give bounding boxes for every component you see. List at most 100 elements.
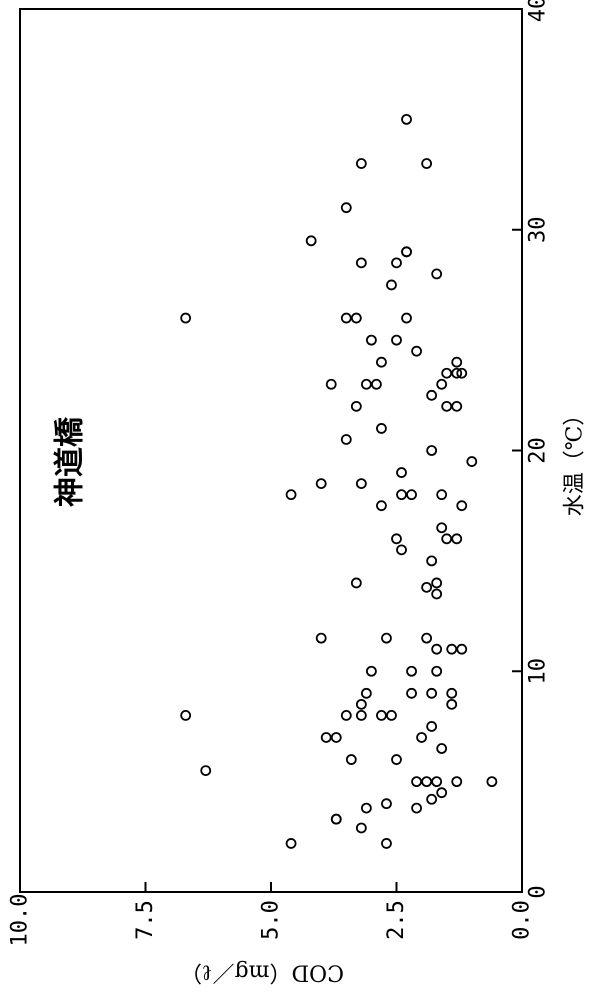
data-point	[426, 555, 438, 567]
data-point	[401, 246, 412, 258]
data-point	[391, 754, 402, 765]
data-point	[411, 345, 422, 357]
data-point	[426, 445, 438, 456]
y-tick-label: 2.5	[384, 900, 409, 940]
data-point	[446, 687, 458, 699]
data-point	[431, 643, 443, 655]
data-point	[396, 467, 407, 478]
data-point	[436, 787, 448, 799]
data-point	[441, 400, 453, 412]
data-point	[350, 577, 362, 589]
y-axis-ticks: 0.0 2.5 5.0 7.5 10.0	[8, 882, 535, 946]
plot-frame	[19, 8, 523, 893]
data-point	[386, 710, 397, 721]
data-point	[345, 754, 357, 765]
data-point	[376, 710, 387, 721]
y-tick-label: 0.0	[510, 900, 535, 940]
data-point	[436, 522, 448, 534]
data-point	[355, 710, 367, 721]
data-point	[421, 581, 433, 593]
data-point	[381, 838, 392, 849]
data-point	[330, 813, 342, 825]
data-point	[436, 489, 448, 501]
x-tick-label: 30	[526, 217, 551, 244]
plot-border	[19, 8, 523, 893]
data-point	[381, 798, 392, 810]
data-point	[200, 765, 212, 776]
data-point	[421, 158, 433, 169]
data-point	[451, 367, 463, 379]
data-point	[451, 356, 463, 368]
data-point	[421, 776, 433, 788]
data-point	[340, 710, 352, 721]
data-point	[355, 822, 367, 834]
data-point	[441, 533, 453, 545]
data-point	[330, 732, 342, 743]
data-point	[401, 113, 412, 125]
y-tick-label: 7.5	[133, 900, 158, 940]
data-point	[411, 776, 422, 788]
data-point	[340, 202, 352, 214]
chart-title: 神道橋	[53, 416, 88, 507]
data-point	[451, 533, 463, 545]
data-point	[360, 687, 372, 699]
data-point	[406, 665, 417, 677]
data-point	[426, 687, 438, 699]
data-point	[355, 478, 367, 490]
data-point	[441, 367, 453, 379]
data-point	[360, 802, 372, 814]
data-point	[396, 489, 407, 501]
data-point	[486, 776, 498, 788]
data-point	[315, 632, 327, 644]
data-point	[431, 588, 443, 600]
data-point	[180, 312, 192, 324]
data-point	[446, 698, 458, 710]
data-point	[431, 776, 443, 788]
y-tick-label: 5.0	[259, 900, 284, 940]
data-point	[431, 577, 443, 589]
data-point	[315, 478, 327, 490]
x-tick-label: 20	[526, 437, 551, 464]
data-point	[285, 489, 297, 501]
data-point	[431, 268, 443, 280]
data-point	[285, 838, 297, 849]
data-point	[320, 732, 332, 743]
data-point	[350, 400, 362, 412]
data-point	[426, 793, 438, 805]
data-point	[376, 356, 387, 368]
data-point	[386, 279, 397, 291]
data-point	[421, 632, 433, 644]
data-point	[436, 743, 448, 754]
data-point	[456, 367, 468, 379]
y-axis-title: COD（mg／ℓ）	[180, 960, 344, 985]
data-point	[350, 312, 362, 324]
data-point	[396, 544, 407, 556]
data-point	[365, 665, 377, 677]
data-point	[355, 257, 367, 269]
x-tick-label: 40	[526, 0, 551, 22]
data-point	[376, 500, 387, 512]
data-point	[355, 698, 367, 710]
data-point	[381, 632, 392, 644]
data-point	[340, 312, 352, 324]
data-point	[451, 400, 463, 412]
data-point	[456, 500, 468, 512]
data-point	[436, 378, 448, 390]
data-point	[426, 721, 438, 732]
data-point	[451, 776, 463, 788]
data-point	[360, 378, 372, 390]
data-point	[355, 158, 367, 169]
x-axis-title: 水温（℃）	[563, 404, 588, 517]
x-axis-ticks: 0 10 20 30 40	[512, 0, 551, 899]
data-point	[391, 257, 402, 269]
data-point	[406, 687, 417, 699]
data-point	[365, 334, 377, 346]
data-point	[411, 802, 422, 814]
data-point	[325, 378, 337, 390]
data-point	[456, 643, 468, 655]
data-point	[371, 378, 382, 390]
data-point	[406, 489, 417, 501]
x-tick-label: 10	[526, 658, 551, 685]
data-point	[305, 235, 317, 247]
